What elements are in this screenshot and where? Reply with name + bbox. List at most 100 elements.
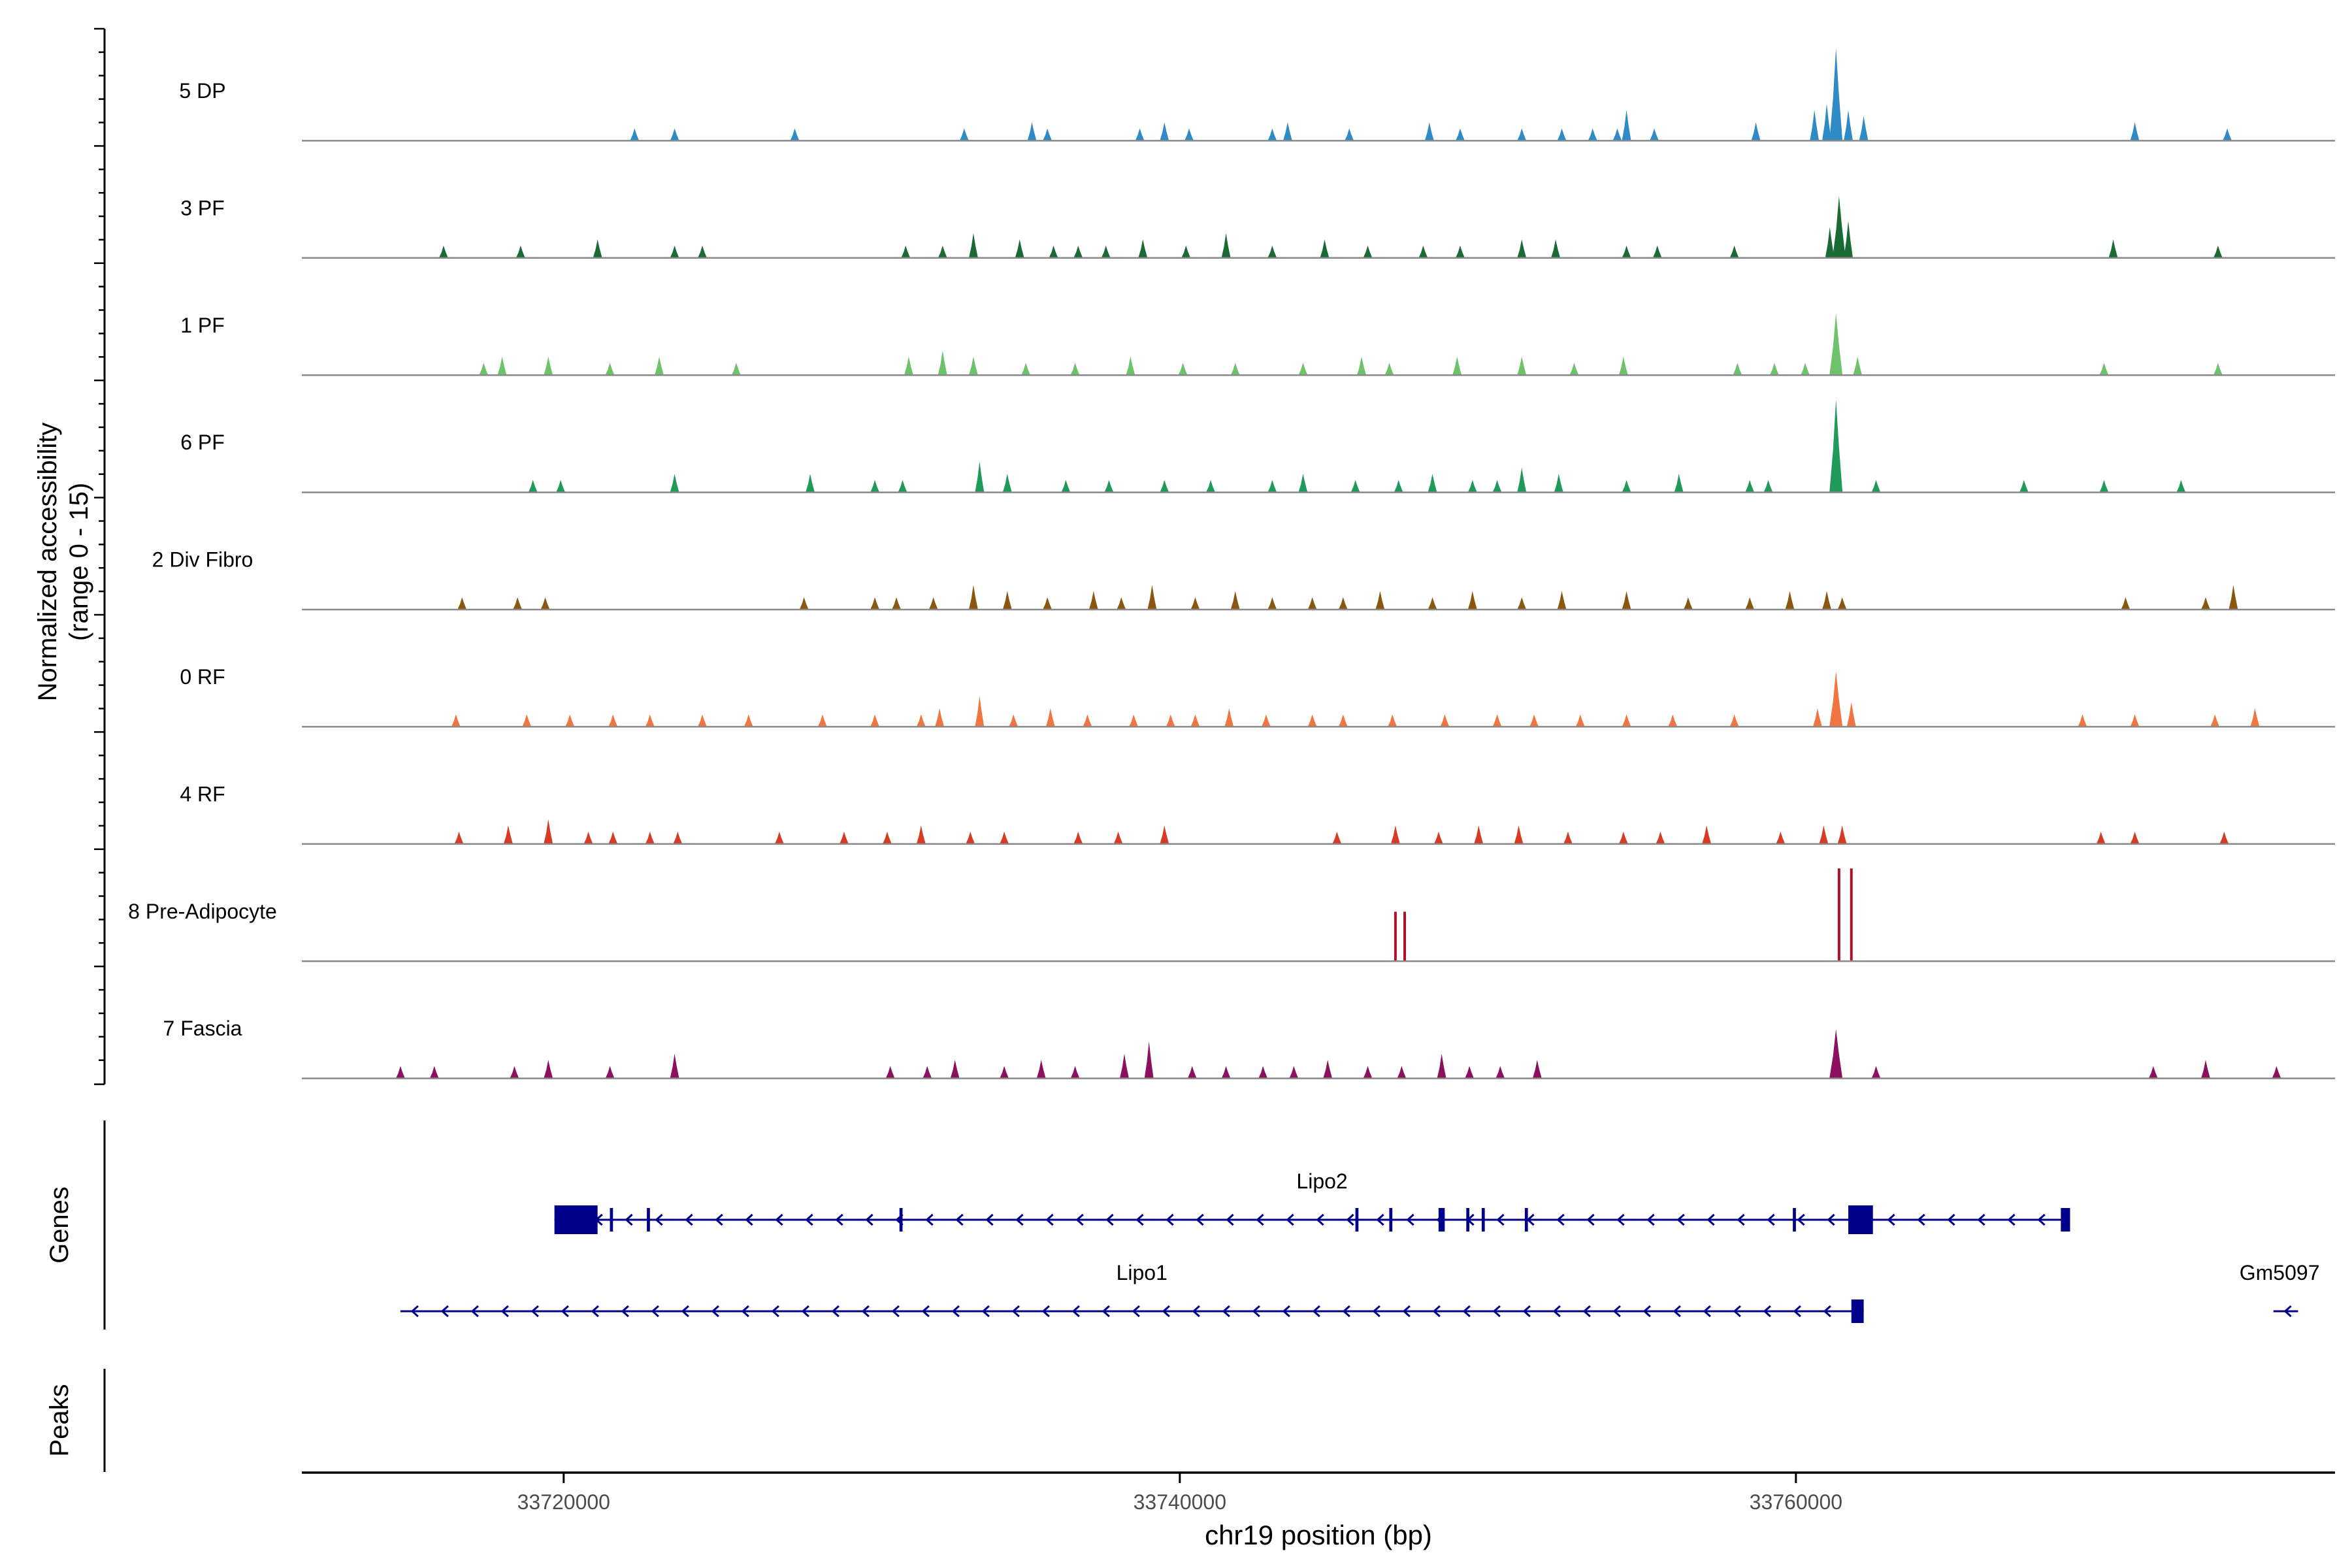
coverage-peak: [1073, 831, 1083, 844]
coverage-peak: [1733, 363, 1742, 376]
coverage-peak: [1554, 474, 1563, 493]
coverage-peak: [1061, 480, 1071, 493]
coverage-peak: [2096, 831, 2106, 844]
coverage-peak: [1104, 480, 1114, 493]
coverage-peak: [1394, 911, 1397, 962]
coverage-peak: [1800, 363, 1810, 376]
coverage-peak: [1563, 831, 1573, 844]
gene-exon: [1793, 1208, 1796, 1232]
coverage-peak: [1683, 597, 1693, 610]
strand-arrow-icon: [1015, 1213, 1024, 1226]
track-label: 5 DP: [179, 79, 225, 103]
track-label: 8 Pre-Adipocyte: [128, 900, 277, 923]
strand-arrow-icon: [1586, 1213, 1595, 1226]
coverage-peak: [583, 831, 593, 844]
coverage-peak: [1495, 1066, 1505, 1079]
coverage-peak: [1147, 585, 1157, 610]
coverage-peak: [1000, 831, 1009, 844]
coverage-peak: [1135, 128, 1145, 141]
coverage-peak: [2210, 714, 2220, 727]
coverage-peak: [1433, 831, 1443, 844]
coverage-peak: [1763, 480, 1773, 493]
coverage-peak: [670, 1053, 679, 1079]
coverage-peak: [966, 831, 975, 844]
gene-exon: [647, 1208, 650, 1232]
gene-label: Gm5097: [2240, 1261, 2320, 1284]
coverage-peak: [429, 1066, 439, 1079]
coverage-peak: [544, 356, 553, 376]
coverage-peak: [1298, 363, 1308, 376]
coverage-peak: [1832, 196, 1846, 258]
gene-exon: [610, 1208, 613, 1232]
coverage-peak: [2121, 597, 2131, 610]
gene-exon: [1438, 1208, 1445, 1232]
coverage-peak: [935, 708, 945, 727]
coverage-peak: [1859, 116, 1869, 141]
coverage-peak: [1190, 597, 1200, 610]
coverage-peak: [608, 714, 618, 727]
strand-arrow-icon: [2037, 1213, 2046, 1226]
strand-arrow-icon: [1823, 1305, 1831, 1318]
strand-arrow-icon: [1372, 1305, 1380, 1318]
strand-arrow-icon: [1616, 1213, 1625, 1226]
coverage-peak: [1289, 1066, 1299, 1079]
coverage-peak: [870, 714, 880, 727]
coverage-peak: [1776, 831, 1786, 844]
strand-arrow-icon: [1462, 1305, 1471, 1318]
coverage-peak: [898, 480, 907, 493]
coverage-peak: [1588, 128, 1597, 141]
coverage-peak: [1729, 245, 1739, 258]
coverage-peak: [1126, 356, 1135, 376]
coverage-peak: [2148, 1066, 2158, 1079]
coverage-peak: [1021, 363, 1031, 376]
track-2-div-fibro: 2 Div Fibro: [152, 548, 2335, 611]
coverage-peak: [904, 356, 913, 376]
strand-arrow-icon: [1642, 1305, 1651, 1318]
coverage-peak: [1083, 714, 1092, 727]
coverage-peak: [645, 714, 655, 727]
peaks-panel-label: Peaks: [45, 1384, 74, 1456]
strand-arrow-icon: [1166, 1213, 1174, 1226]
coverage-peak: [1829, 399, 1843, 493]
y-axis-title-line: (range 0 - 15): [65, 483, 93, 641]
coverage-peak: [1418, 245, 1428, 258]
coverage-peak: [1224, 708, 1234, 727]
coverage-peak: [959, 128, 969, 141]
coverage-peak: [1649, 128, 1659, 141]
coverage-peak: [1455, 128, 1465, 141]
strand-arrow-icon: [1673, 1305, 1681, 1318]
strand-arrow-icon: [1496, 1213, 1505, 1226]
coverage-peak: [1517, 356, 1527, 376]
coverage-peak: [1837, 597, 1847, 610]
coverage-peak: [1622, 245, 1631, 258]
y-axis-title-line: Normalized accessibility: [33, 423, 62, 702]
gene-lipo1: Lipo1: [400, 1261, 1864, 1323]
coverage-peak: [1612, 128, 1622, 141]
coverage-peak: [1267, 480, 1277, 493]
coverage-peak: [1187, 1066, 1197, 1079]
coverage-peak: [975, 696, 985, 727]
coverage-peak: [1320, 239, 1330, 258]
strand-arrow-icon: [891, 1305, 900, 1318]
strand-arrow-icon: [1196, 1213, 1204, 1226]
coverage-peak: [1622, 480, 1631, 493]
coverage-peak: [923, 1066, 932, 1079]
gene-exon: [2061, 1208, 2070, 1232]
coverage-peak: [2130, 714, 2140, 727]
strand-arrow-icon: [1737, 1213, 1745, 1226]
coverage-peak: [2272, 1066, 2281, 1079]
track-3-pf: 3 PF: [180, 196, 2335, 259]
coverage-peak: [1517, 467, 1527, 493]
coverage-peak: [817, 714, 827, 727]
strand-arrow-icon: [1646, 1213, 1655, 1226]
coverage-peak: [1363, 1066, 1373, 1079]
coverage-peak: [1557, 591, 1567, 610]
strand-arrow-icon: [1827, 1213, 1835, 1226]
coverage-peak: [1532, 1060, 1542, 1079]
coverage-peak: [950, 1060, 960, 1079]
coverage-peak: [1221, 1066, 1231, 1079]
coverage-peak: [1551, 239, 1561, 258]
coverage-peak: [1844, 110, 1854, 141]
strand-arrow-icon: [1011, 1305, 1020, 1318]
